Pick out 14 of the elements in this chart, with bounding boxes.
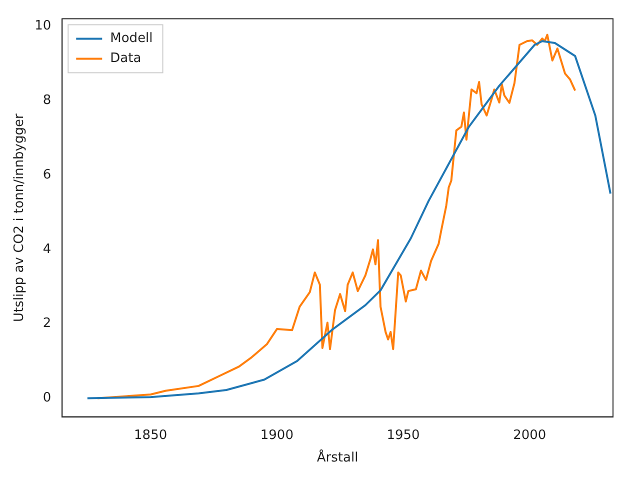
y-axis-title: Utslipp av CO2 i tonn/innbygger (12, 113, 28, 322)
y-tick-label: 0 (42, 390, 52, 406)
legend-label: Modell (110, 31, 153, 46)
x-axis-title: Årstall (316, 448, 358, 466)
x-tick-label: 2000 (513, 428, 546, 443)
y-tick-label: 10 (34, 18, 52, 34)
x-tick-label: 1900 (260, 428, 294, 443)
legend-label: Data (110, 51, 142, 66)
x-tick-label: 1950 (386, 428, 420, 443)
x-tick-label: 1850 (134, 428, 168, 443)
y-tick-label: 8 (42, 93, 52, 108)
y-tick-label: 4 (42, 242, 52, 257)
y-tick-label: 6 (42, 167, 52, 182)
y-tick-label: 2 (42, 316, 52, 332)
